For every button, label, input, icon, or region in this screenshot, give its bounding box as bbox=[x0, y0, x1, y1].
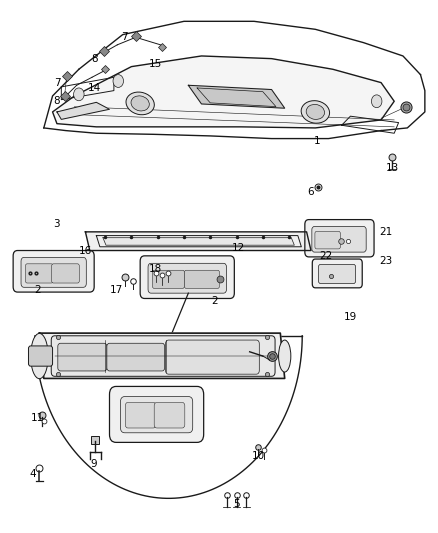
Circle shape bbox=[113, 75, 124, 87]
FancyBboxPatch shape bbox=[107, 343, 165, 371]
FancyBboxPatch shape bbox=[312, 227, 366, 252]
Text: 2: 2 bbox=[34, 286, 41, 295]
FancyBboxPatch shape bbox=[305, 220, 374, 257]
FancyBboxPatch shape bbox=[148, 263, 226, 293]
Text: 9: 9 bbox=[91, 459, 98, 469]
FancyBboxPatch shape bbox=[28, 346, 53, 366]
Text: 10: 10 bbox=[252, 451, 265, 461]
Text: 12: 12 bbox=[232, 243, 245, 253]
Text: 14: 14 bbox=[88, 83, 101, 93]
FancyBboxPatch shape bbox=[13, 251, 94, 292]
FancyBboxPatch shape bbox=[140, 256, 234, 298]
Text: 8: 8 bbox=[53, 96, 60, 106]
Ellipse shape bbox=[301, 101, 329, 123]
Text: 22: 22 bbox=[320, 251, 333, 261]
Polygon shape bbox=[85, 232, 311, 251]
Text: 15: 15 bbox=[149, 59, 162, 69]
Text: 18: 18 bbox=[149, 264, 162, 274]
FancyBboxPatch shape bbox=[318, 264, 356, 284]
Text: 5: 5 bbox=[233, 499, 240, 508]
Text: 3: 3 bbox=[53, 219, 60, 229]
FancyBboxPatch shape bbox=[21, 257, 86, 287]
Polygon shape bbox=[188, 85, 285, 108]
Text: 2: 2 bbox=[211, 296, 218, 306]
Text: 4: 4 bbox=[29, 470, 36, 479]
Ellipse shape bbox=[306, 104, 325, 119]
Polygon shape bbox=[39, 333, 285, 378]
Text: 1: 1 bbox=[314, 136, 321, 146]
Text: 21: 21 bbox=[379, 227, 392, 237]
Text: 17: 17 bbox=[110, 286, 123, 295]
FancyBboxPatch shape bbox=[125, 402, 156, 428]
Text: 6: 6 bbox=[307, 187, 314, 197]
Polygon shape bbox=[57, 102, 110, 119]
Circle shape bbox=[371, 95, 382, 108]
Text: 13: 13 bbox=[385, 163, 399, 173]
FancyBboxPatch shape bbox=[25, 264, 53, 283]
Text: 7: 7 bbox=[53, 78, 60, 87]
Ellipse shape bbox=[126, 92, 154, 115]
Text: 7: 7 bbox=[121, 33, 128, 42]
FancyBboxPatch shape bbox=[152, 270, 184, 288]
Ellipse shape bbox=[131, 96, 149, 111]
Text: 19: 19 bbox=[344, 312, 357, 322]
FancyBboxPatch shape bbox=[184, 270, 219, 288]
Text: 16: 16 bbox=[79, 246, 92, 255]
FancyBboxPatch shape bbox=[52, 264, 79, 283]
FancyBboxPatch shape bbox=[315, 231, 340, 249]
FancyBboxPatch shape bbox=[154, 402, 185, 428]
FancyBboxPatch shape bbox=[120, 397, 193, 433]
FancyBboxPatch shape bbox=[166, 340, 259, 374]
Ellipse shape bbox=[31, 334, 48, 378]
Text: 11: 11 bbox=[31, 414, 44, 423]
FancyBboxPatch shape bbox=[51, 336, 275, 376]
Text: 8: 8 bbox=[91, 54, 98, 63]
FancyBboxPatch shape bbox=[110, 386, 204, 442]
FancyBboxPatch shape bbox=[58, 343, 107, 371]
Polygon shape bbox=[103, 238, 294, 245]
Circle shape bbox=[74, 88, 84, 101]
Ellipse shape bbox=[279, 340, 291, 372]
Polygon shape bbox=[53, 56, 394, 128]
Text: 23: 23 bbox=[379, 256, 392, 266]
FancyBboxPatch shape bbox=[312, 259, 362, 288]
